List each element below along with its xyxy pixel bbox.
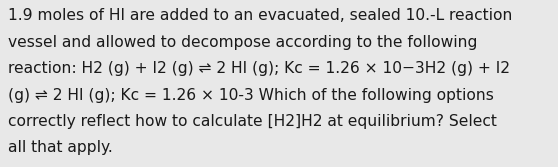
Text: reaction: H2 (g) + I2 (g) ⇌ 2 HI (g); Kc = 1.26 × 10−3H2 (g) + I2: reaction: H2 (g) + I2 (g) ⇌ 2 HI (g); Kc… xyxy=(8,61,511,76)
Text: 1.9 moles of HI are added to an evacuated, sealed 10.-L reaction: 1.9 moles of HI are added to an evacuate… xyxy=(8,8,513,23)
Text: (g) ⇌ 2 HI (g); Kc = 1.26 × 10-3 Which of the following options: (g) ⇌ 2 HI (g); Kc = 1.26 × 10-3 Which o… xyxy=(8,88,494,103)
Text: correctly reflect how to calculate [H2]H2 at equilibrium? Select: correctly reflect how to calculate [H2]H… xyxy=(8,114,497,129)
Text: all that apply.: all that apply. xyxy=(8,140,113,155)
Text: vessel and allowed to decompose according to the following: vessel and allowed to decompose accordin… xyxy=(8,35,478,50)
